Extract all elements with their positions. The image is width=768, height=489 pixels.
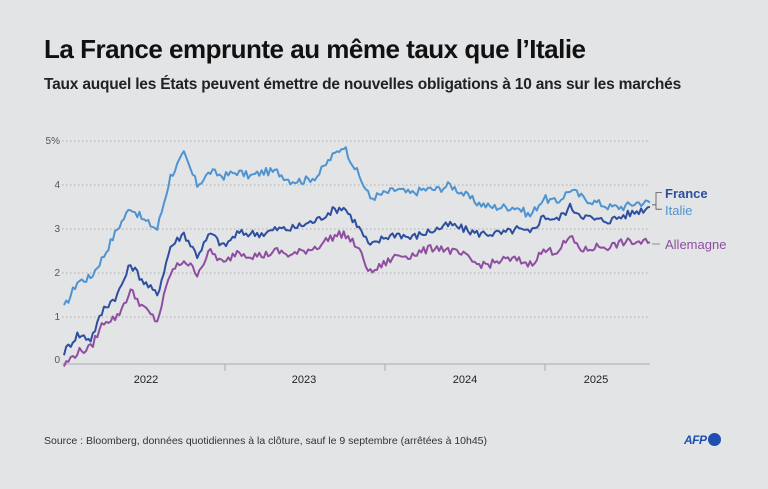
series-line-allemagne: [63, 230, 651, 367]
afp-logo-text: AFP: [684, 433, 707, 447]
chart-subtitle: Taux auquel les États peuvent émettre de…: [44, 76, 681, 93]
series-line-france: [63, 202, 651, 356]
y-tick-label: 2: [54, 268, 60, 279]
x-tick-label: 2022: [134, 374, 158, 386]
y-tick-label: 3: [54, 224, 60, 235]
y-tick-label: 1: [54, 312, 60, 323]
source-note: Source : Bloomberg, données quotidiennes…: [44, 435, 488, 447]
legend-label-italie: Italie: [665, 203, 692, 218]
x-tick-label: 2025: [584, 374, 608, 386]
y-tick-label: 4: [54, 180, 60, 191]
legend-label-allemagne: Allemagne: [665, 237, 726, 252]
afp-logo-dot: [707, 433, 721, 446]
y-tick-label: 5%: [46, 136, 61, 147]
afp-logo: AFP: [684, 433, 721, 447]
legend-label-france: France: [665, 186, 708, 201]
chart-title: La France emprunte au même taux que l’It…: [44, 34, 586, 64]
series-line-italie: [63, 146, 651, 306]
legend-bracket: [652, 192, 662, 210]
x-tick-label: 2024: [453, 374, 477, 386]
x-tick-label: 2023: [292, 374, 316, 386]
y-tick-label: 0: [54, 355, 60, 366]
